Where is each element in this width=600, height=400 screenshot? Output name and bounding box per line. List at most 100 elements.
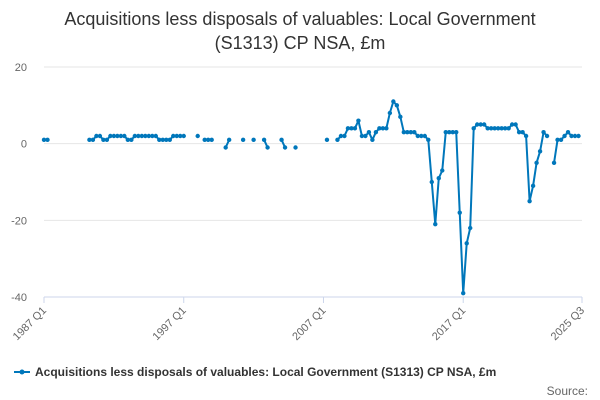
data-point[interactable] xyxy=(87,137,92,143)
data-point[interactable] xyxy=(394,103,400,108)
data-point[interactable] xyxy=(537,149,543,154)
data-point[interactable] xyxy=(122,133,127,139)
data-point[interactable] xyxy=(558,137,564,143)
data-point[interactable] xyxy=(513,122,518,127)
data-point[interactable] xyxy=(419,133,424,139)
data-point[interactable] xyxy=(251,137,256,143)
data-point[interactable] xyxy=(359,133,365,139)
data-point[interactable] xyxy=(405,129,410,135)
data-point[interactable] xyxy=(373,129,379,135)
data-point[interactable] xyxy=(139,133,145,139)
data-point[interactable] xyxy=(436,175,441,181)
data-point[interactable] xyxy=(174,133,179,139)
data-point[interactable] xyxy=(157,137,162,143)
data-point[interactable] xyxy=(342,133,347,139)
data-point[interactable] xyxy=(565,129,571,135)
data-point[interactable] xyxy=(555,137,560,143)
data-point[interactable] xyxy=(447,129,452,135)
data-point[interactable] xyxy=(171,133,176,139)
data-point[interactable] xyxy=(366,129,372,135)
data-point[interactable] xyxy=(485,126,490,131)
data-point[interactable] xyxy=(153,133,158,139)
data-point[interactable] xyxy=(97,133,103,139)
data-point[interactable] xyxy=(338,133,344,139)
data-point[interactable] xyxy=(377,126,382,131)
data-point[interactable] xyxy=(108,133,113,139)
data-point[interactable] xyxy=(356,118,361,123)
series-line[interactable] xyxy=(41,99,581,296)
data-point[interactable] xyxy=(433,221,438,227)
data-point[interactable] xyxy=(468,225,473,231)
data-point[interactable] xyxy=(335,137,340,143)
data-point[interactable] xyxy=(523,133,529,139)
data-point[interactable] xyxy=(492,126,497,131)
data-point[interactable] xyxy=(391,99,396,104)
data-point[interactable] xyxy=(129,137,134,143)
data-point[interactable] xyxy=(450,129,455,135)
data-point[interactable] xyxy=(429,179,434,185)
data-point[interactable] xyxy=(481,122,487,127)
data-point[interactable] xyxy=(282,145,288,150)
data-point[interactable] xyxy=(478,122,483,127)
data-point[interactable] xyxy=(412,129,417,135)
data-point[interactable] xyxy=(370,137,375,143)
data-point[interactable] xyxy=(541,129,546,135)
data-point[interactable] xyxy=(261,137,267,143)
data-point[interactable] xyxy=(415,133,421,139)
data-point[interactable] xyxy=(488,126,494,131)
data-point[interactable] xyxy=(181,133,186,139)
data-point[interactable] xyxy=(223,145,228,150)
data-point[interactable] xyxy=(464,241,469,246)
data-point[interactable] xyxy=(205,137,211,143)
data-point[interactable] xyxy=(380,126,386,131)
data-point[interactable] xyxy=(45,137,50,143)
data-point[interactable] xyxy=(160,137,165,143)
data-point[interactable] xyxy=(502,126,508,131)
data-point[interactable] xyxy=(352,126,358,131)
data-point[interactable] xyxy=(132,133,138,139)
data-point[interactable] xyxy=(401,129,407,135)
data-point[interactable] xyxy=(118,133,124,139)
data-point[interactable] xyxy=(167,137,172,143)
data-point[interactable] xyxy=(544,133,550,139)
data-point[interactable] xyxy=(363,133,368,139)
data-point[interactable] xyxy=(178,133,183,139)
data-point[interactable] xyxy=(499,126,504,131)
data-point[interactable] xyxy=(387,110,393,116)
data-point[interactable] xyxy=(384,126,389,131)
data-point[interactable] xyxy=(90,137,96,143)
data-point[interactable] xyxy=(150,133,155,139)
data-point[interactable] xyxy=(471,126,476,131)
data-point[interactable] xyxy=(115,133,120,139)
data-point[interactable] xyxy=(94,133,99,139)
data-point[interactable] xyxy=(143,133,148,139)
data-point[interactable] xyxy=(265,145,270,150)
data-point[interactable] xyxy=(520,129,525,135)
data-point[interactable] xyxy=(569,133,574,139)
data-point[interactable] xyxy=(443,129,448,135)
data-point[interactable] xyxy=(104,137,110,143)
legend[interactable]: Acquisitions less disposals of valuables… xyxy=(14,365,496,379)
data-point[interactable] xyxy=(125,137,131,143)
data-point[interactable] xyxy=(440,168,445,173)
data-point[interactable] xyxy=(457,210,462,215)
data-point[interactable] xyxy=(345,126,351,131)
data-point[interactable] xyxy=(461,290,466,296)
data-point[interactable] xyxy=(279,137,284,143)
data-point[interactable] xyxy=(101,137,106,143)
data-point[interactable] xyxy=(209,137,214,143)
data-point[interactable] xyxy=(398,114,403,120)
data-point[interactable] xyxy=(324,137,330,143)
data-point[interactable] xyxy=(506,126,511,131)
data-point[interactable] xyxy=(530,183,536,189)
data-point[interactable] xyxy=(293,145,298,150)
data-point[interactable] xyxy=(516,129,522,135)
data-point[interactable] xyxy=(408,129,414,135)
data-point[interactable] xyxy=(202,137,207,143)
data-point[interactable] xyxy=(195,133,200,139)
data-point[interactable] xyxy=(146,133,152,139)
data-point[interactable] xyxy=(527,198,532,204)
data-point[interactable] xyxy=(572,133,578,139)
data-point[interactable] xyxy=(240,137,246,143)
data-point[interactable] xyxy=(111,133,117,139)
